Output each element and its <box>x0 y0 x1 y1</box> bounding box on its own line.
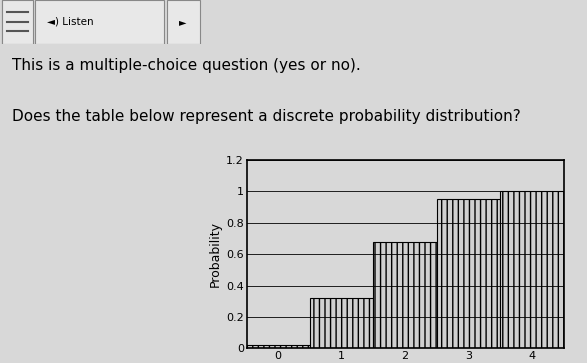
Text: ◄) Listen: ◄) Listen <box>47 17 93 27</box>
Text: ►: ► <box>180 17 187 27</box>
Bar <box>310 298 373 348</box>
Text: This is a multiple-choice question (yes or no).: This is a multiple-choice question (yes … <box>12 58 360 73</box>
FancyBboxPatch shape <box>2 0 33 44</box>
Bar <box>373 241 437 348</box>
Bar <box>437 199 500 348</box>
FancyBboxPatch shape <box>167 0 200 44</box>
FancyBboxPatch shape <box>2 0 33 44</box>
Y-axis label: Probability: Probability <box>209 221 222 287</box>
FancyBboxPatch shape <box>35 0 164 44</box>
Bar <box>500 191 564 348</box>
Bar <box>247 345 310 348</box>
Text: Does the table below represent a discrete probability distribution?: Does the table below represent a discret… <box>12 109 521 124</box>
